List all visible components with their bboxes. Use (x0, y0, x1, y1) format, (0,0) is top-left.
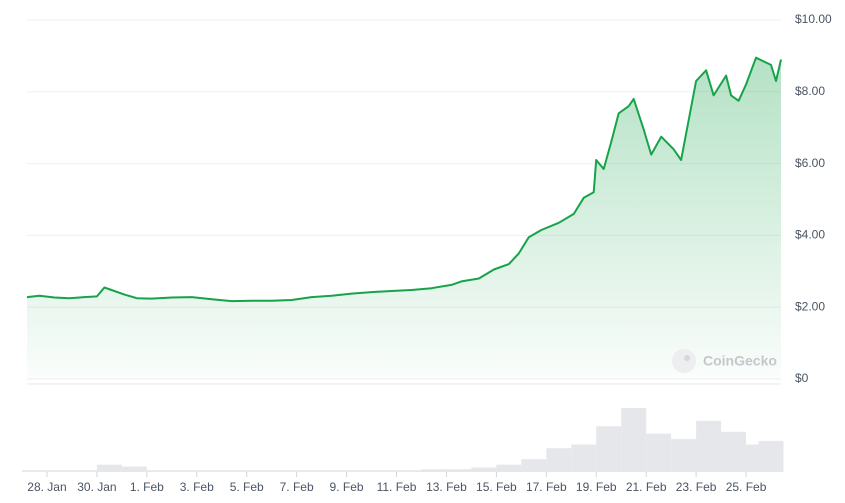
volume-bar (346, 470, 372, 472)
price-area (27, 57, 781, 379)
volume-bar (621, 408, 647, 472)
y-tick-label: $0 (795, 371, 809, 385)
volume-bar (71, 470, 97, 472)
y-tick-label: $4.00 (795, 228, 825, 242)
x-tick-label: 23. Feb (676, 480, 717, 494)
y-tick-label: $10.00 (795, 12, 832, 26)
y-tick-label: $2.00 (795, 299, 825, 313)
volume-bar (46, 470, 72, 472)
x-tick-label: 21. Feb (626, 480, 667, 494)
volume-bar (571, 444, 597, 472)
volume-bar (271, 470, 297, 472)
volume-bar (321, 470, 347, 472)
volume-bar (671, 439, 697, 472)
y-tick-label: $8.00 (795, 84, 825, 98)
x-tick-label: 15. Feb (476, 480, 517, 494)
volume-bar (21, 470, 47, 472)
volume-bar (96, 464, 122, 472)
volume-bar (646, 433, 672, 472)
x-tick-label: 9. Feb (330, 480, 364, 494)
x-tick-label: 1. Feb (130, 480, 164, 494)
x-tick-label: 30. Jan (77, 480, 116, 494)
x-tick-label: 11. Feb (377, 480, 417, 494)
volume-bar (296, 470, 322, 472)
price-line (26, 56, 782, 303)
x-tick-label: 25. Feb (726, 480, 767, 494)
x-tick-label: 17. Feb (526, 480, 567, 494)
volume-bar (246, 470, 272, 472)
x-tick-label: 5. Feb (230, 480, 264, 494)
volume-bar (721, 431, 747, 472)
y-tick-label: $6.00 (795, 156, 825, 170)
volume-bar (121, 466, 147, 472)
volume-bar (596, 426, 622, 472)
plot: $0 $2.00 $4.00 $6.00 $8.00 $10.00 28. Jan 30. J… (21, 12, 832, 494)
volume-bar (446, 469, 472, 472)
x-tick-label: 7. Feb (280, 480, 314, 494)
volume-bar (421, 469, 447, 472)
watermark-logo (672, 349, 696, 373)
volume-bar (196, 470, 222, 472)
x-tick-label: 3. Feb (180, 480, 214, 494)
volume-bar (496, 464, 522, 472)
volume-bar (371, 470, 397, 472)
volume-bar (758, 440, 784, 472)
volume-bar (696, 420, 722, 472)
volume-bar (546, 448, 572, 472)
watermark: CoinGecko (703, 353, 777, 369)
x-tick-label: 28. Jan (27, 480, 66, 494)
volume-bar (396, 470, 422, 472)
volume-bar (521, 459, 547, 472)
volume-bar (221, 470, 247, 472)
x-tick-label: 13. Feb (426, 480, 467, 494)
x-tick-label: 19. Feb (576, 480, 617, 494)
volume-bar (146, 470, 172, 472)
volume-bar (471, 467, 497, 472)
volume-bar (171, 470, 197, 472)
